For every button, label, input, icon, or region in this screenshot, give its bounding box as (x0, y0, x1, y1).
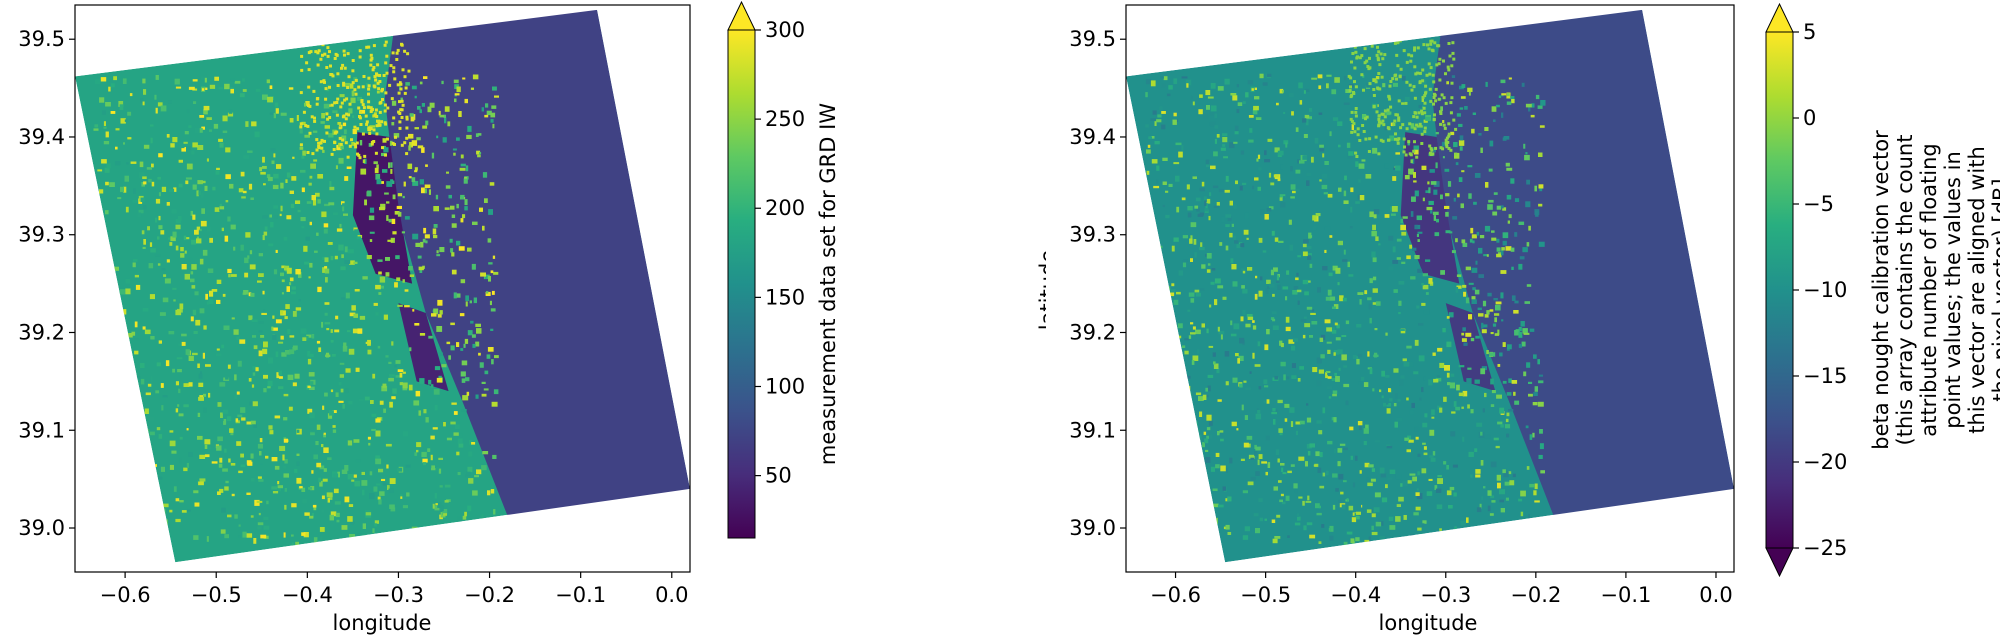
colorbar-tick-label: −10 (1803, 278, 1847, 302)
sar-swath-image (1126, 5, 1734, 572)
plot-frame (1125, 4, 1735, 573)
y-tick-label: 39.5 (18, 27, 65, 51)
swath-sea (384, 7, 690, 547)
x-tick-label: −0.4 (282, 583, 333, 607)
colorbar-extend-min (1765, 547, 1794, 578)
colorbar-label-line: attribute number of floating (1917, 143, 1941, 436)
x-tick-label: −0.5 (191, 583, 242, 607)
svg-text:latitude: latitude (1036, 250, 1060, 331)
x-tick-label: −0.5 (1240, 583, 1291, 607)
colorbar-tick-label: 150 (765, 285, 805, 309)
plot-frame (74, 4, 691, 573)
y-tick-label: 39.4 (1069, 125, 1116, 149)
y-tick-label: 39.0 (1069, 516, 1116, 540)
y-tick-label: 39.2 (18, 320, 65, 344)
x-tick-label: −0.3 (373, 583, 424, 607)
y-axis-ticks: 39.0 39.1 39.2 39.3 39.4 39.5 (1069, 27, 1126, 540)
x-tick-label: −0.4 (1330, 583, 1381, 607)
y-tick-label: 39.5 (1069, 27, 1116, 51)
colorbar-extend-max (1765, 2, 1794, 33)
y-axis-ticks: 39.0 39.1 39.2 39.3 39.4 39.5 (18, 27, 75, 540)
panel-measurement: −0.6 −0.5 −0.4 −0.3 −0.2 −0.1 0.0 39.0 39.1 39.2… (18, 0, 840, 635)
swath-sea (1432, 7, 1734, 547)
x-tick-label: 0.0 (655, 583, 688, 607)
x-axis-label: longitude (1379, 611, 1478, 635)
y-tick-label: 39.4 (18, 125, 65, 149)
colorbar-frame (727, 29, 756, 539)
colorbar-tick-label: 0 (1803, 106, 1816, 130)
colorbar-label-line: (this array contains the count (1893, 135, 1917, 446)
plot-area (1126, 5, 1734, 572)
colorbar-tick-label: 5 (1803, 20, 1816, 44)
y-axis-label-clipped: latitude (1036, 250, 1060, 331)
colorbar-label: measurement data set for GRD IW (816, 103, 840, 465)
y-tick-label: 39.3 (18, 223, 65, 247)
colorbar-label-line: point values; the values in (1941, 151, 1965, 429)
colorbar-label-text: measurement data set for GRD IW (816, 103, 840, 465)
y-tick-label: 39.1 (18, 418, 65, 442)
outside-swath (1126, 5, 1734, 572)
x-tick-label: 0.0 (1699, 583, 1732, 607)
colorbar: 50 100 150 200 250 300 measurement data set fo… (727, 0, 840, 539)
sar-swath-image (75, 5, 690, 572)
colorbar-label-line: beta nought calibration vector (1869, 130, 1893, 450)
colorbar-label-line: this vector are aligned with (1965, 146, 1989, 434)
colorbar-tick-label: −15 (1803, 364, 1847, 388)
x-tick-label: −0.3 (1420, 583, 1471, 607)
colorbar-tick-label: 300 (765, 18, 805, 42)
colorbar-tick-label: 100 (765, 374, 805, 398)
y-tick-label: 39.2 (1069, 320, 1116, 344)
colorbar-tick-label: −20 (1803, 450, 1847, 474)
colorbar: 5 0 −5 −10 −15 −20 −25 beta nought calibration … (1765, 2, 2000, 578)
x-tick-label: −0.1 (1600, 583, 1651, 607)
x-tick-label: −0.2 (464, 583, 515, 607)
y-tick-label: 39.3 (1069, 223, 1116, 247)
outside-swath (75, 5, 690, 572)
colorbar-tick-label: 50 (765, 464, 792, 488)
y-tick-label: 39.1 (1069, 418, 1116, 442)
colorbar-gradient (1766, 32, 1793, 548)
x-axis-ticks: −0.6 −0.5 −0.4 −0.3 −0.2 −0.1 0.0 (100, 572, 688, 607)
colorbar-tick-label: 250 (765, 107, 805, 131)
x-tick-label: −0.2 (1510, 583, 1561, 607)
colorbar-label-line: the pixel vector) [dB] (1989, 178, 2000, 401)
x-tick-label: −0.6 (1150, 583, 1201, 607)
x-tick-label: −0.6 (100, 583, 151, 607)
colorbar-tick-label: −5 (1803, 192, 1834, 216)
colorbar-tick-label: −25 (1803, 536, 1847, 560)
x-tick-label: −0.1 (555, 583, 606, 607)
colorbar-tick-label: 200 (765, 196, 805, 220)
colorbar-gradient (728, 30, 755, 538)
x-axis-ticks: −0.6 −0.5 −0.4 −0.3 −0.2 −0.1 0.0 (1150, 572, 1733, 607)
colorbar-extend-max (727, 0, 756, 31)
plot-area (75, 5, 690, 572)
y-tick-label: 39.0 (18, 516, 65, 540)
colorbar-label: beta nought calibration vector (this arra… (1869, 130, 2000, 450)
x-axis-label: longitude (333, 611, 432, 635)
panel-beta-nought: −0.6 −0.5 −0.4 −0.3 −0.2 −0.1 0.0 39.0 39.1 39.2… (1036, 2, 2000, 635)
